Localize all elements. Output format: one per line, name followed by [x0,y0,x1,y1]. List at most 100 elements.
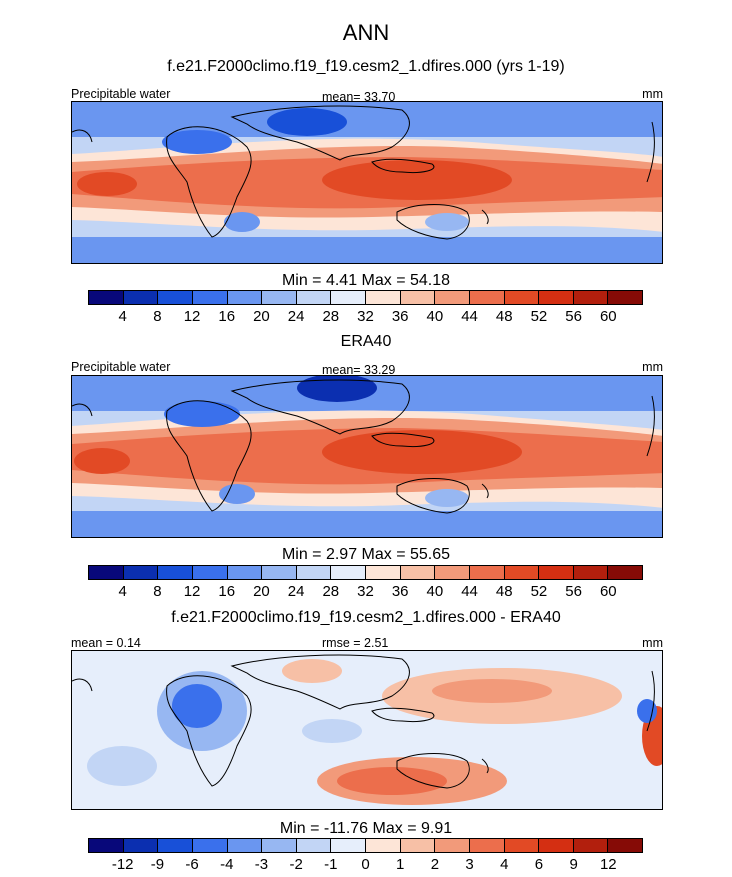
colorbar-swatch-3-0 [89,839,124,852]
colorbar-tick-3-4: -3 [254,856,269,873]
panel-3-india-pos [282,659,342,683]
panel-2-left-label: Precipitable water [71,360,171,374]
panel-3-mean-label: mean = 0.14 [71,636,141,650]
panel-2-title: ERA40 [340,333,392,350]
colorbar-swatch-3-9 [400,839,436,852]
colorbar-swatch-1-0 [89,291,124,304]
colorbar-tick-2-4: 20 [253,583,270,600]
colorbar-swatch-1-2 [158,291,193,304]
panel-2-amazon [74,448,130,474]
colorbar-swatch-1-13 [539,291,574,304]
panel-3-minmax: Min = -11.76 Max = 9.91 [279,820,453,837]
panel-1-australia-dry [425,213,469,231]
colorbar-swatch-2-2 [158,566,193,579]
colorbar-tick-2-8: 36 [391,583,409,600]
colorbar-swatch-2-13 [539,566,574,579]
panel-3-rmse-label: rmse = 2.51 [322,636,389,650]
colorbar-swatch-3-10 [435,839,470,852]
colorbar-swatch-1-10 [435,291,470,304]
panel-1-colorbar-ticks: 4 8 12 16 20 24 28 32 36 40 44 48 52 56 60 [88,308,643,326]
colorbar-swatch-3-6 [296,839,332,852]
colorbar-swatch-1-8 [366,291,401,304]
colorbar-swatch-2-6 [296,566,332,579]
colorbar-tick-2-10: 44 [461,583,478,600]
panel-1-tibet-dry [267,108,347,136]
colorbar-swatch-1-6 [296,291,332,304]
colorbar-tick-2-13: 56 [565,583,582,600]
panel-3-sam-neg [637,699,657,723]
panel-1-minmax: Min = 4.41 Max = 54.18 [281,272,451,289]
panel-1-warmpool [322,160,512,200]
colorbar-tick-3-14: 12 [599,856,617,873]
panel-1-units-label: mm [642,87,663,101]
colorbar-tick-3-13: 9 [569,856,578,873]
colorbar-swatch-1-12 [504,291,540,304]
colorbar-tick-3-9: 2 [430,856,440,873]
panel-2-colorbar [88,565,643,580]
panel-3-title: f.e21.F2000climo.f19_f19.cesm2_1.dfires.… [171,609,561,626]
colorbar-tick-2-9: 40 [426,583,444,600]
colorbar-tick-3-11: 4 [500,856,509,873]
colorbar-swatch-3-14 [573,839,609,852]
colorbar-swatch-2-11 [469,566,505,579]
panel-1-mean-label: mean= 33.70 [322,90,396,104]
colorbar-tick-2-6: 28 [322,583,340,600]
colorbar-tick-3-5: -2 [289,856,303,873]
panel-3-australia-core [337,767,447,795]
colorbar-tick-1-5: 24 [287,308,305,325]
colorbar-tick-3-1: -9 [150,856,165,873]
panel-3-pacific-pos-core [432,679,552,703]
panel-3-units-label: mm [642,636,663,650]
colorbar-tick-1-10: 44 [461,308,478,325]
colorbar-tick-1-14: 60 [599,308,617,325]
panel-2-tibet-dry [297,376,377,402]
colorbar-swatch-1-4 [227,291,263,304]
colorbar-tick-1-13: 56 [565,308,582,325]
panel-1-map [71,101,663,264]
figure-title: ANN [342,20,390,45]
colorbar-swatch-3-13 [539,839,574,852]
colorbar-swatch-3-7 [331,839,366,852]
colorbar-swatch-3-12 [504,839,540,852]
panel-2-mean-label: mean= 33.29 [322,363,396,377]
panel-2-australia-dry [425,489,469,507]
colorbar-swatch-1-5 [262,291,297,304]
panel-1-left-label: Precipitable water [71,87,171,101]
colorbar-tick-3-10: 3 [465,856,474,873]
colorbar-swatch-1-15 [608,291,642,304]
panel-3-map [71,650,663,810]
panel-1-colorbar [88,290,643,305]
colorbar-swatch-1-1 [123,291,159,304]
colorbar-swatch-3-1 [123,839,159,852]
colorbar-tick-1-0: 4 [118,308,127,325]
colorbar-tick-2-1: 8 [153,583,162,600]
colorbar-swatch-1-11 [469,291,505,304]
colorbar-tick-3-2: -6 [185,856,199,873]
colorbar-swatch-3-4 [227,839,263,852]
colorbar-swatch-2-1 [123,566,159,579]
panel-1-coastlines [72,105,655,240]
panel-3-indian-neg [302,719,362,743]
colorbar-swatch-1-9 [400,291,436,304]
colorbar-swatch-2-14 [573,566,609,579]
colorbar-tick-3-7: 0 [361,856,370,873]
panel-2-sahara-dry [164,401,240,427]
colorbar-tick-2-0: 4 [118,583,127,600]
colorbar-swatch-3-3 [192,839,228,852]
panel-1-title: f.e21.F2000climo.f19_f19.cesm2_1.dfires.… [167,58,565,75]
panel-3-colorbar [88,838,643,853]
panel-2-safrica-dry [219,484,255,504]
colorbar-tick-3-8: 1 [396,856,405,873]
colorbar-swatch-2-8 [366,566,401,579]
colorbar-tick-1-6: 28 [322,308,340,325]
colorbar-tick-1-11: 48 [495,308,513,325]
colorbar-swatch-3-15 [608,839,642,852]
colorbar-swatch-2-7 [331,566,366,579]
colorbar-swatch-2-5 [262,566,297,579]
colorbar-tick-2-14: 60 [599,583,617,600]
colorbar-tick-2-11: 48 [495,583,513,600]
colorbar-swatch-2-9 [400,566,436,579]
colorbar-tick-1-3: 16 [218,308,236,325]
colorbar-tick-1-1: 8 [153,308,162,325]
panel-1-amazon [77,172,137,196]
